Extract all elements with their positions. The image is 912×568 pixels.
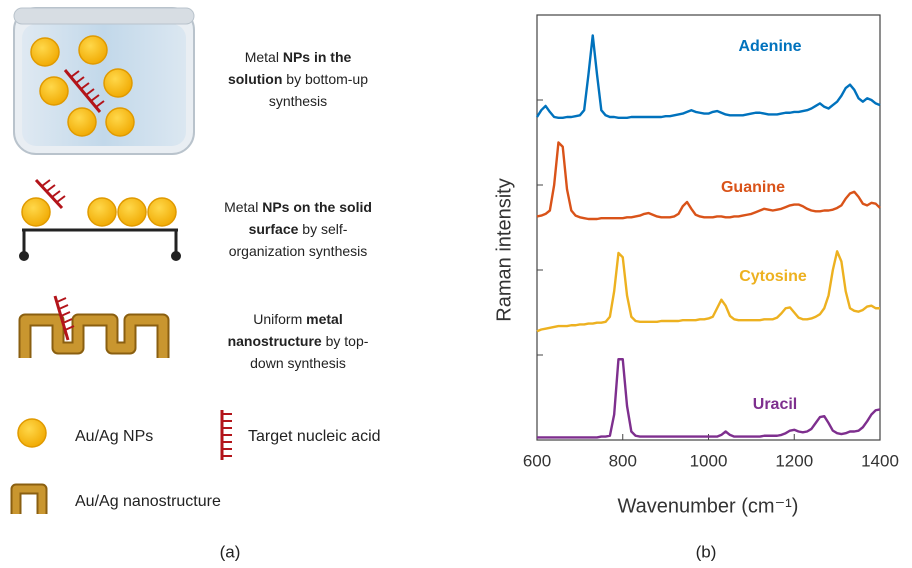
description-run: by self- (298, 221, 347, 237)
legend-label: Au/Ag NPs (75, 428, 153, 445)
description-run: Uniform (253, 311, 306, 327)
x-tick-label: 800 (609, 451, 637, 470)
series-label: Adenine (738, 38, 801, 55)
series-label: Uracil (753, 396, 797, 413)
legend-icons (10, 410, 232, 514)
description-run: solution (228, 71, 282, 87)
description-run: Metal (224, 199, 262, 215)
description-run: down synthesis (250, 355, 346, 371)
series-label: Cytosine (739, 268, 807, 285)
description-run: metal (306, 311, 343, 327)
description-line: synthesis (269, 93, 327, 109)
series-label: Guanine (721, 179, 785, 196)
legend-label: Target nucleic acid (248, 428, 381, 445)
beaker-icon (13, 7, 195, 155)
description-run: nanostructure (228, 333, 322, 349)
description-run: NPs in the (283, 49, 352, 65)
description-run: Metal (245, 49, 283, 65)
legend-label: Au/Ag nanostructure (75, 493, 221, 510)
description-line: Uniform metal (253, 311, 342, 327)
description-line: Metal NPs in the (245, 49, 352, 65)
description-run: synthesis (269, 93, 327, 109)
nanostructure-icon (18, 295, 170, 358)
spectrum-line (536, 250, 880, 333)
description-line: nanostructure by top- (228, 333, 369, 349)
panel-label: (b) (696, 542, 717, 561)
description-run: by bottom-up (282, 71, 368, 87)
description-line: surface by self- (249, 221, 348, 237)
description-run: surface (249, 221, 299, 237)
x-tick-label: 600 (523, 451, 551, 470)
description-line: solution by bottom-up (228, 71, 368, 87)
chart: Wavenumber (cm⁻¹) Raman intensity 600 800… (493, 14, 899, 517)
x-tick-label: 1400 (861, 451, 899, 470)
y-axis-label: Raman intensity (493, 178, 515, 321)
description-run: NPs on the solid (262, 199, 372, 215)
spectrum-line (536, 141, 881, 221)
description-line: organization synthesis (229, 243, 368, 259)
x-tick-label: 1200 (775, 451, 813, 470)
x-axis-label: Wavenumber (cm⁻¹) (618, 495, 799, 517)
description-run: by top- (322, 333, 369, 349)
spectrum-line (535, 34, 881, 120)
spectrum-line (537, 358, 881, 439)
panel-label: (a) (220, 542, 241, 561)
description-line: down synthesis (250, 355, 346, 371)
description-line: Metal NPs on the solid (224, 199, 372, 215)
description-run: organization synthesis (229, 243, 368, 259)
x-tick-label: 1000 (690, 451, 728, 470)
surface-icon (19, 178, 181, 261)
